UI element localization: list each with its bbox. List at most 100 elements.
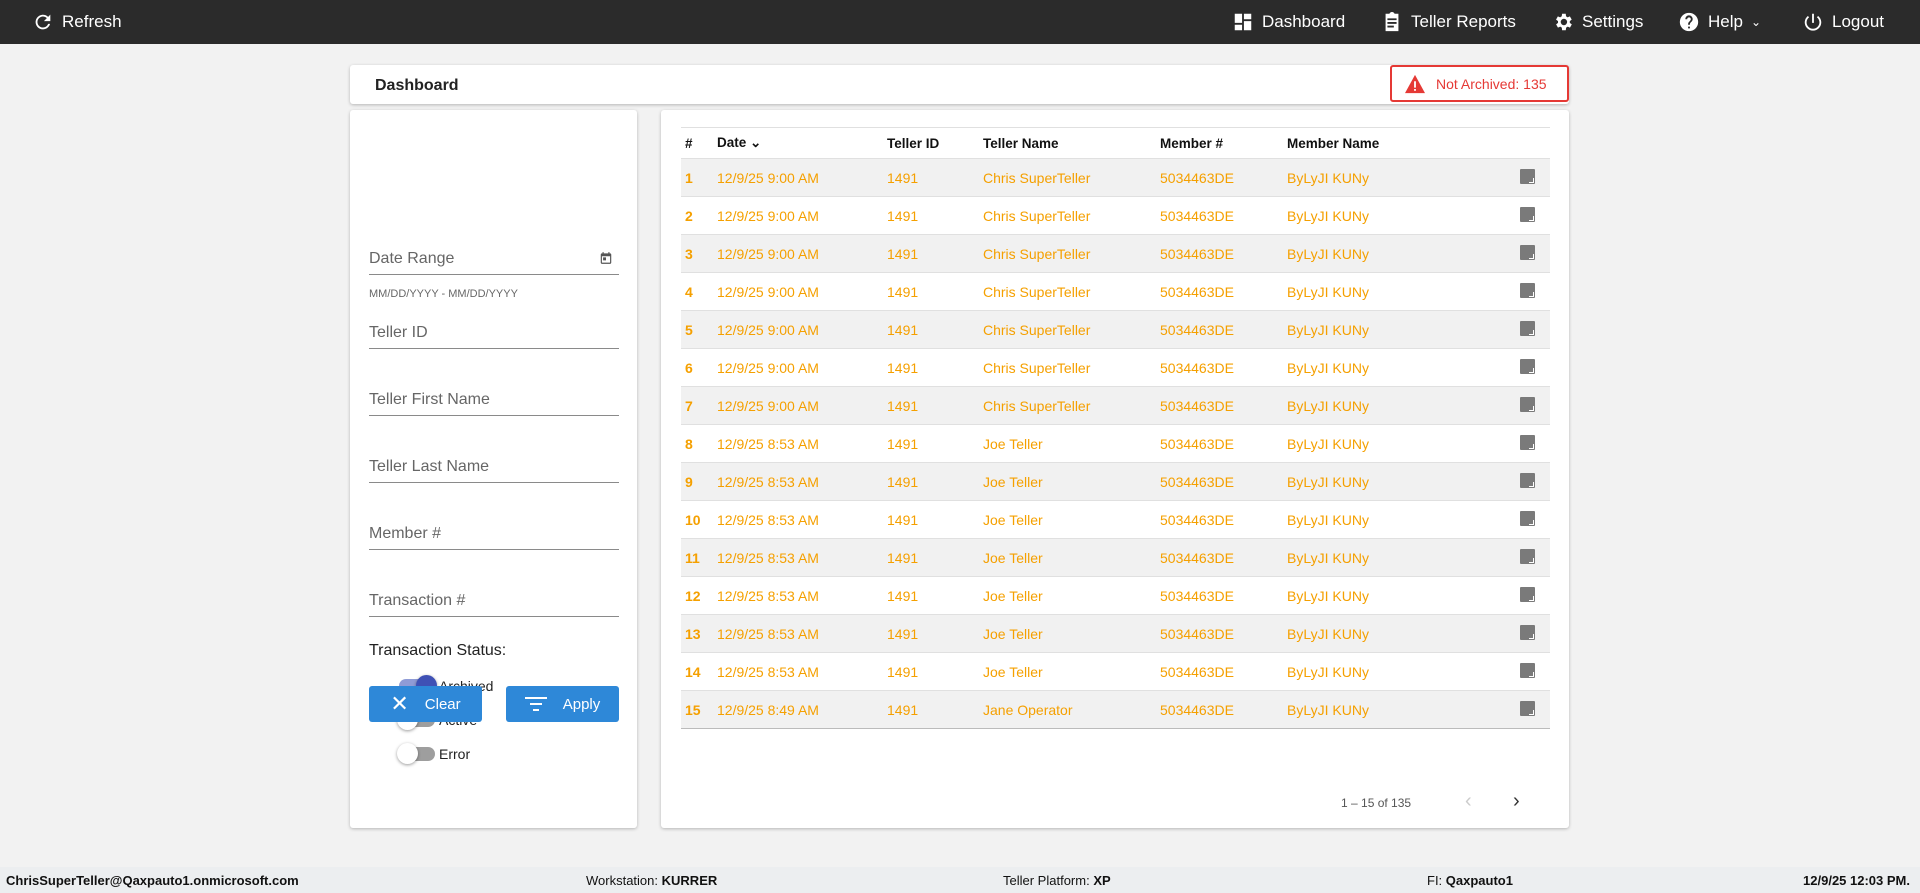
row-number: 15 — [681, 690, 717, 729]
row-actions — [1484, 234, 1550, 273]
not-archived-alert[interactable]: Not Archived: 135 — [1390, 65, 1569, 102]
help-icon — [1679, 12, 1699, 32]
table-row[interactable]: 9 12/9/25 8:53 AM 1491 Joe Teller 5034463DE B… — [681, 462, 1550, 501]
row-actions — [1484, 690, 1550, 729]
nav-logout[interactable]: Logout — [1802, 0, 1884, 44]
toggle-error[interactable]: Error — [397, 743, 559, 765]
note-icon[interactable] — [1520, 358, 1535, 374]
row-member-name: ByLyJI KUNy — [1287, 500, 1484, 539]
refresh-button[interactable]: Refresh — [32, 0, 122, 44]
row-teller-id: 1491 — [887, 538, 983, 577]
row-number: 11 — [681, 538, 717, 577]
note-icon[interactable] — [1520, 586, 1535, 602]
table-row[interactable]: 2 12/9/25 9:00 AM 1491 Chris SuperTeller 503… — [681, 196, 1550, 235]
table-row[interactable]: 8 12/9/25 8:53 AM 1491 Joe Teller 5034463DE B… — [681, 424, 1550, 463]
row-teller-id: 1491 — [887, 272, 983, 311]
row-date: 12/9/25 9:00 AM — [717, 310, 887, 349]
apply-button[interactable]: Apply — [506, 686, 619, 722]
note-icon[interactable] — [1520, 700, 1535, 716]
row-actions — [1484, 158, 1550, 197]
table-row[interactable]: 10 12/9/25 8:53 AM 1491 Joe Teller 5034463DE… — [681, 500, 1550, 539]
prev-page-button[interactable]: ‹ — [1465, 790, 1472, 812]
note-icon[interactable] — [1520, 320, 1535, 336]
row-actions — [1484, 196, 1550, 235]
note-icon[interactable] — [1520, 548, 1535, 564]
note-icon[interactable] — [1520, 206, 1535, 222]
table-row[interactable]: 4 12/9/25 9:00 AM 1491 Chris SuperTeller 503… — [681, 272, 1550, 311]
row-date: 12/9/25 8:53 AM — [717, 462, 887, 501]
row-member-number: 5034463DE — [1160, 386, 1287, 425]
col-member-number[interactable]: Member # — [1160, 127, 1287, 159]
note-icon[interactable] — [1520, 168, 1535, 184]
calendar-icon[interactable] — [599, 251, 613, 265]
note-icon[interactable] — [1520, 434, 1535, 450]
table-row[interactable]: 3 12/9/25 9:00 AM 1491 Chris SuperTeller 503… — [681, 234, 1550, 273]
row-member-name: ByLyJI KUNy — [1287, 348, 1484, 387]
row-member-name: ByLyJI KUNy — [1287, 272, 1484, 311]
close-icon: ✕ — [390, 691, 409, 716]
col-teller-id[interactable]: Teller ID — [887, 127, 983, 159]
table-row[interactable]: 12 12/9/25 8:53 AM 1491 Joe Teller 5034463DE… — [681, 576, 1550, 615]
teller-first-name-input[interactable]: Teller First Name — [369, 388, 619, 416]
col-number[interactable]: # — [681, 127, 717, 159]
row-member-name: ByLyJI KUNy — [1287, 196, 1484, 235]
table-row[interactable]: 7 12/9/25 9:00 AM 1491 Chris SuperTeller 503… — [681, 386, 1550, 425]
row-number: 10 — [681, 500, 717, 539]
sort-desc-icon: ⌄ — [750, 135, 762, 150]
row-actions — [1484, 500, 1550, 539]
row-member-name: ByLyJI KUNy — [1287, 690, 1484, 729]
note-icon[interactable] — [1520, 510, 1535, 526]
table-row[interactable]: 13 12/9/25 8:53 AM 1491 Joe Teller 5034463DE… — [681, 614, 1550, 653]
teller-id-input[interactable]: Teller ID — [369, 321, 619, 349]
row-number: 1 — [681, 158, 717, 197]
col-date[interactable]: Date ⌄ — [717, 127, 887, 159]
teller-reports-label: Teller Reports — [1411, 12, 1516, 31]
note-icon[interactable] — [1520, 396, 1535, 412]
platform-value: XP — [1093, 873, 1111, 888]
nav-dashboard[interactable]: Dashboard — [1232, 0, 1345, 44]
row-date: 12/9/25 8:53 AM — [717, 500, 887, 539]
nav-teller-reports[interactable]: Teller Reports — [1381, 0, 1516, 44]
row-member-number: 5034463DE — [1160, 538, 1287, 577]
note-icon[interactable] — [1520, 472, 1535, 488]
date-range-input[interactable]: Date Range — [369, 247, 619, 275]
member-number-input[interactable]: Member # — [369, 522, 619, 550]
row-teller-id: 1491 — [887, 576, 983, 615]
status-footer: ChrisSuperTeller@Qaxpauto1.onmicrosoft.c… — [0, 867, 1920, 893]
footer-fi: FI: Qaxpauto1 — [1427, 873, 1513, 888]
row-teller-name: Joe Teller — [983, 538, 1160, 577]
teller-first-name-label: Teller First Name — [369, 391, 490, 408]
transaction-number-input[interactable]: Transaction # — [369, 589, 619, 617]
platform-label: Teller Platform: — [1003, 873, 1090, 888]
table-row[interactable]: 11 12/9/25 8:53 AM 1491 Joe Teller 5034463DE… — [681, 538, 1550, 577]
row-number: 13 — [681, 614, 717, 653]
note-icon[interactable] — [1520, 662, 1535, 678]
row-teller-id: 1491 — [887, 614, 983, 653]
note-icon[interactable] — [1520, 624, 1535, 640]
col-teller-name[interactable]: Teller Name — [983, 127, 1160, 159]
col-member-name[interactable]: Member Name — [1287, 127, 1484, 159]
teller-id-label: Teller ID — [369, 324, 428, 341]
nav-settings[interactable]: Settings — [1552, 0, 1643, 44]
row-date: 12/9/25 9:00 AM — [717, 386, 887, 425]
table-row[interactable]: 15 12/9/25 8:49 AM 1491 Jane Operator 503446… — [681, 690, 1550, 729]
row-number: 7 — [681, 386, 717, 425]
note-icon[interactable] — [1520, 282, 1535, 298]
row-teller-name: Chris SuperTeller — [983, 158, 1160, 197]
row-teller-name: Joe Teller — [983, 614, 1160, 653]
dashboard-icon — [1234, 13, 1252, 31]
note-icon[interactable] — [1520, 244, 1535, 260]
row-teller-name: Chris SuperTeller — [983, 234, 1160, 273]
table-row[interactable]: 1 12/9/25 9:00 AM 1491 Chris SuperTeller 503… — [681, 158, 1550, 197]
nav-help[interactable]: Help ⌄ — [1678, 0, 1761, 44]
table-row[interactable]: 6 12/9/25 9:00 AM 1491 Chris SuperTeller 503… — [681, 348, 1550, 387]
row-number: 8 — [681, 424, 717, 463]
next-page-button[interactable]: › — [1513, 790, 1520, 812]
row-member-name: ByLyJI KUNy — [1287, 614, 1484, 653]
teller-last-name-input[interactable]: Teller Last Name — [369, 455, 619, 483]
clear-button[interactable]: ✕ Clear — [369, 686, 482, 722]
table-row[interactable]: 14 12/9/25 8:53 AM 1491 Joe Teller 5034463DE… — [681, 652, 1550, 691]
row-date: 12/9/25 9:00 AM — [717, 158, 887, 197]
table-row[interactable]: 5 12/9/25 9:00 AM 1491 Chris SuperTeller 503… — [681, 310, 1550, 349]
filter-icon — [524, 697, 547, 711]
